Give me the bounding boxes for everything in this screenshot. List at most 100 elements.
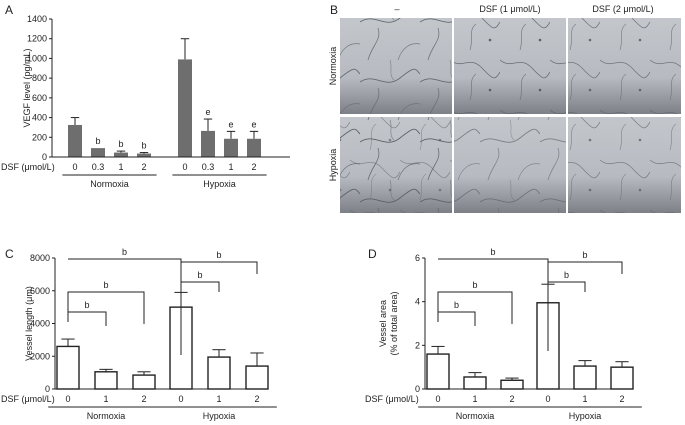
x-tick-label: 2 (254, 394, 259, 404)
x-tick-label: 2 (141, 394, 146, 404)
y-tick-label: 2000 (30, 351, 50, 361)
bracket-label: b (582, 250, 587, 260)
micrograph-hypoxia-dsf1 (454, 117, 566, 213)
significance-label: b (118, 139, 123, 149)
y-tick-label: 600 (32, 93, 47, 103)
bar (94, 371, 118, 390)
bar (245, 365, 269, 390)
y-tick-label: 6 (415, 253, 420, 263)
significance-bracket (67, 291, 145, 324)
bracket-label: b (454, 300, 459, 310)
micrograph-normoxia-dsf1 (454, 18, 566, 114)
bar (114, 152, 128, 157)
x-tick-label: 0.3 (92, 162, 105, 172)
significance-bracket (68, 258, 182, 355)
y-tick-label: 0 (415, 384, 420, 394)
significance-bracket (67, 311, 107, 326)
y-axis-label-line2: (% of total area) (389, 291, 399, 355)
x-prefix-label: DSF (μmol/L) (365, 394, 419, 404)
micrograph-normoxia-dsf2 (568, 18, 681, 114)
group-label: Normoxia (90, 179, 129, 189)
y-tick-label: 800 (32, 73, 47, 83)
y-tick-label: 0 (42, 152, 47, 162)
micro-row-label-1: Hypoxia (328, 149, 338, 182)
bar (201, 130, 215, 157)
y-tick-label: 4000 (30, 319, 50, 329)
significance-label: b (95, 136, 100, 146)
micrograph-hypoxia-control (340, 117, 452, 213)
significance-bracket (437, 311, 476, 326)
bar (68, 124, 82, 157)
chart-c: 0 2000 4000 6000 8000 Vessel length (μm) 0 1 2 0 1… (1, 247, 277, 421)
x-prefix-label: DSF (μmol/L) (1, 162, 55, 172)
group-label: Hypoxia (569, 411, 602, 421)
group-label: Hypoxia (203, 411, 236, 421)
chart-d: 0 2 4 6 Vessel area (% of total area) 0 1 2 0 1 2 DS… (365, 247, 642, 421)
micro-col-label-2: DSF (2 μmol/L) (592, 4, 653, 14)
panel-letter-b: B (330, 3, 338, 17)
x-tick-label: 0 (182, 162, 187, 172)
group-label: Normoxia (456, 411, 495, 421)
bracket-label: b (564, 270, 569, 280)
bracket-label: b (103, 280, 108, 290)
bracket-label: b (84, 300, 89, 310)
bar (463, 376, 487, 390)
significance-label: b (141, 141, 146, 151)
bracket-label: b (122, 247, 127, 257)
significance-label: e (228, 119, 233, 129)
y-tick-label: 8000 (30, 253, 50, 263)
bar (137, 153, 151, 157)
y-tick-label: 1200 (27, 34, 47, 44)
bar (573, 365, 597, 390)
y-tick-label: 1400 (27, 14, 47, 24)
x-tick-label: 1 (103, 394, 108, 404)
panel-letter-c: C (5, 247, 14, 261)
x-tick-label: 0.3 (202, 162, 215, 172)
bar (247, 138, 261, 157)
significance-bracket (547, 281, 586, 294)
bracket-label: b (216, 250, 221, 260)
x-tick-label: 0 (72, 162, 77, 172)
x-tick-label: 2 (619, 394, 624, 404)
y-axis-label: VEGF level (pg/mL) (22, 48, 32, 127)
y-tick-label: 4 (415, 297, 420, 307)
significance-label: e (251, 119, 256, 129)
x-tick-label: 0 (545, 394, 550, 404)
bracket-label: b (490, 247, 495, 257)
micrograph-panel: – DSF (1 μmol/L) DSF (2 μmol/L) Normoxia… (328, 4, 681, 213)
y-tick-label: 200 (32, 132, 47, 142)
bar (500, 379, 524, 390)
bar (610, 366, 634, 390)
x-tick-label: 0 (435, 394, 440, 404)
x-tick-label: 1 (118, 162, 123, 172)
x-tick-label: 1 (472, 394, 477, 404)
micro-col-label-0: – (394, 4, 399, 14)
chart-a: 0 200 400 600 800 1000 1200 1400 VEGF level (pg/… (1, 14, 290, 189)
bar (178, 59, 192, 157)
panel-letter-d: D (368, 247, 377, 261)
group-label: Normoxia (87, 411, 126, 421)
x-tick-label: 1 (228, 162, 233, 172)
significance-bracket (180, 261, 258, 274)
micro-col-label-1: DSF (1 μmol/L) (479, 4, 540, 14)
y-tick-label: 0 (45, 384, 50, 394)
y-axis-label: Vessel length (μm) (24, 286, 34, 361)
y-tick-label: 400 (32, 113, 47, 123)
x-tick-label: 1 (582, 394, 587, 404)
x-tick-label: 0 (65, 394, 70, 404)
x-prefix-label: DSF (μmol/L) (1, 394, 55, 404)
bar (132, 374, 156, 390)
x-tick-label: 0 (178, 394, 183, 404)
micrograph-hypoxia-dsf2 (568, 117, 681, 213)
significance-bracket (437, 291, 513, 324)
y-tick-label: 2 (415, 340, 420, 350)
panel-letter-a: A (5, 3, 13, 17)
significance-bracket (180, 281, 220, 294)
bracket-label: b (472, 280, 477, 290)
bar (91, 148, 105, 157)
bar (426, 353, 450, 390)
y-tick-label: 6000 (30, 286, 50, 296)
micro-row-label-0: Normoxia (328, 47, 338, 86)
y-tick-label: 1000 (27, 53, 47, 63)
